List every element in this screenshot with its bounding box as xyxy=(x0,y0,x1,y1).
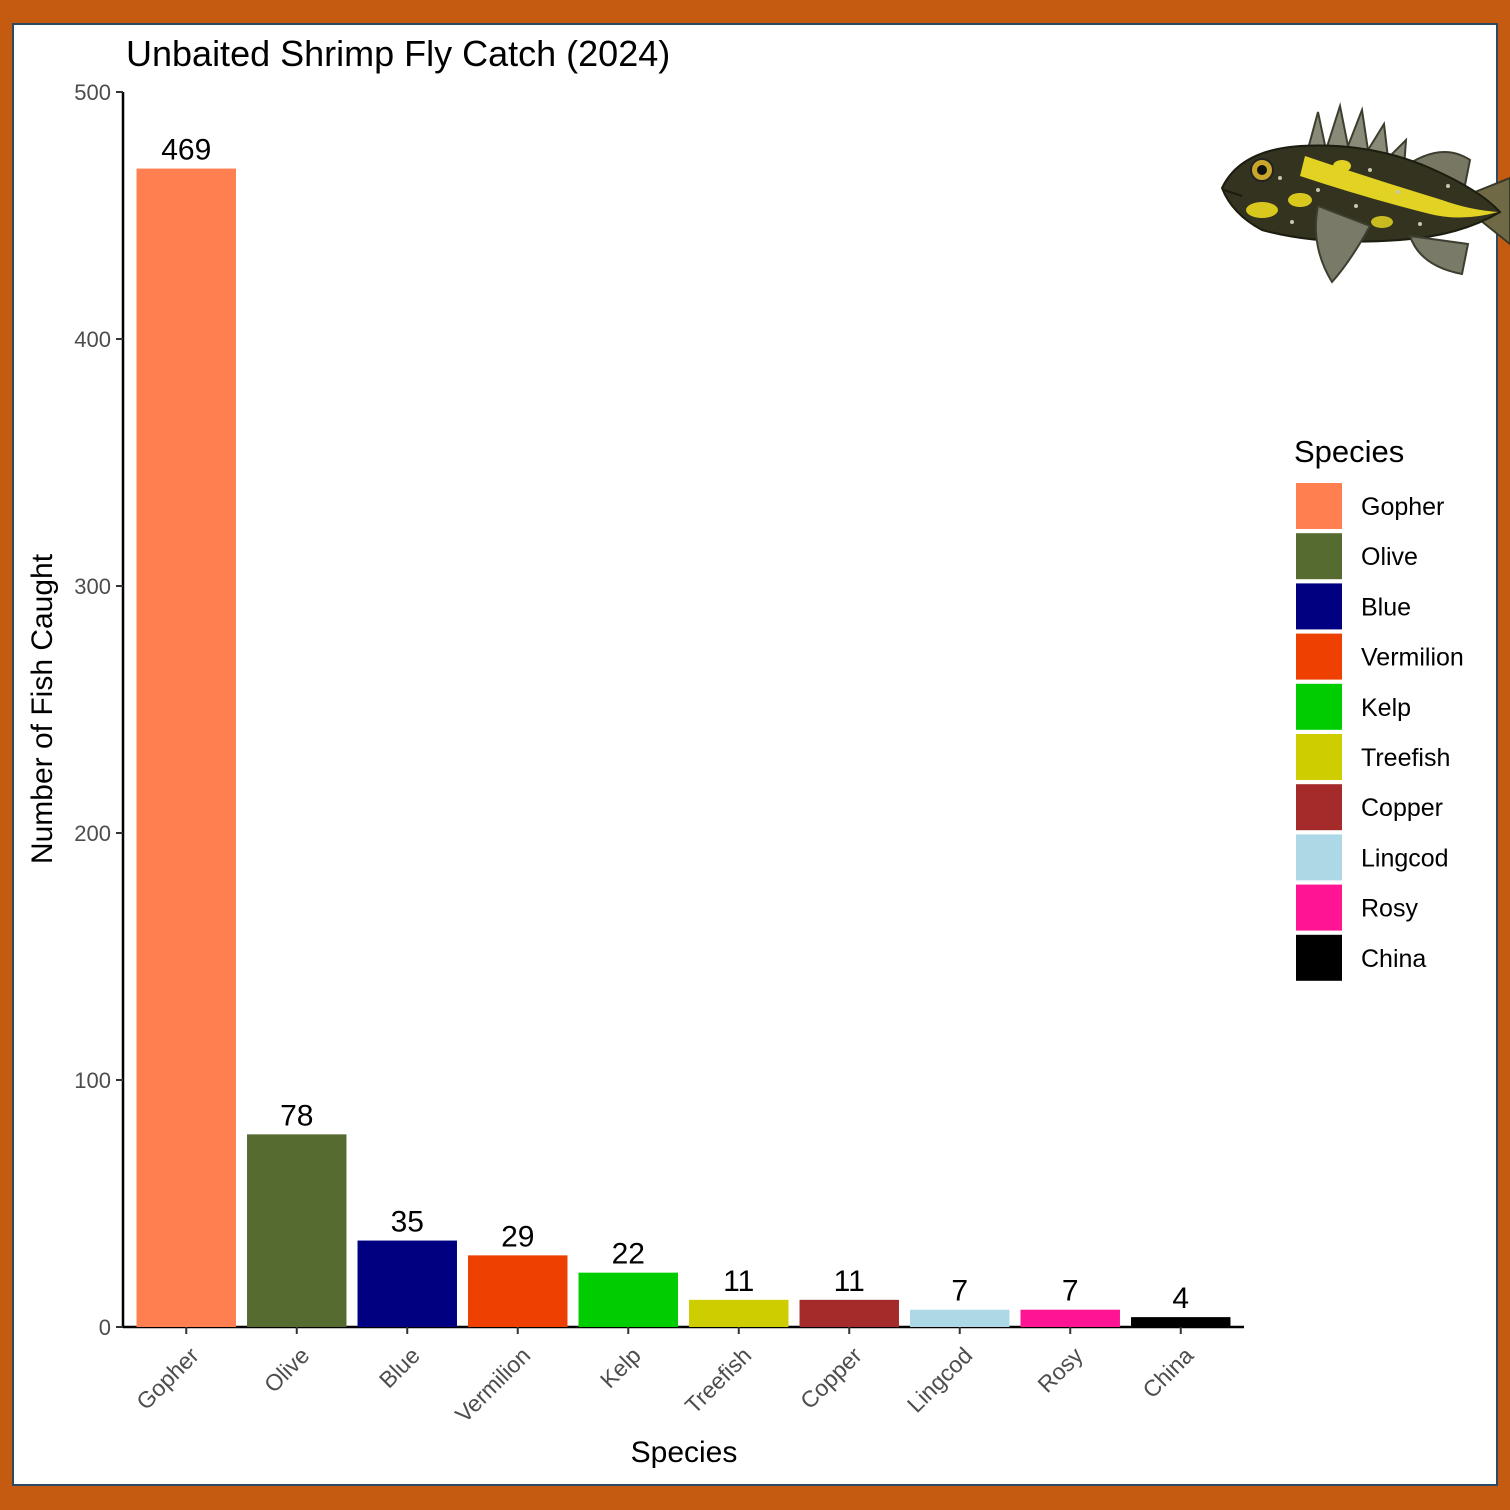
x-tick-label: Kelp xyxy=(595,1342,646,1393)
x-axis-title: Species xyxy=(631,1436,738,1469)
legend-key xyxy=(1296,934,1342,981)
data-label: 35 xyxy=(391,1206,424,1239)
y-tick-label: 300 xyxy=(74,574,111,599)
x-tick-label: China xyxy=(1137,1342,1198,1403)
legend-label: China xyxy=(1361,945,1426,973)
legend-key xyxy=(1296,683,1342,730)
legend-label: Vermilion xyxy=(1361,644,1464,672)
legend-label: Copper xyxy=(1361,794,1443,822)
chart-title: Unbaited Shrimp Fly Catch (2024) xyxy=(126,33,670,74)
legend-key xyxy=(1296,483,1342,529)
bar-blue xyxy=(357,1240,457,1327)
x-tick-label: Olive xyxy=(259,1342,314,1397)
x-tick-label: Blue xyxy=(374,1342,425,1393)
legend: Species Gopher Olive Blue Vermilion Kelp Tree… xyxy=(1294,434,1464,981)
x-tick-label: Rosy xyxy=(1032,1342,1088,1398)
y-tick-label: 0 xyxy=(99,1315,111,1340)
x-tick-label: Gopher xyxy=(131,1342,204,1415)
y-tick-label: 500 xyxy=(74,80,111,105)
legend-label: Rosy xyxy=(1361,895,1418,923)
data-label: 11 xyxy=(723,1265,754,1298)
legend-key xyxy=(1296,583,1342,630)
legend-title: Species xyxy=(1294,434,1404,469)
bar-rosy xyxy=(1020,1309,1120,1327)
bar-china xyxy=(1131,1317,1231,1327)
data-label: 4 xyxy=(1172,1282,1189,1315)
bar-kelp xyxy=(578,1272,678,1327)
data-label: 78 xyxy=(280,1099,313,1132)
bar-copper xyxy=(799,1299,899,1327)
legend-key xyxy=(1296,884,1342,931)
bar-olive xyxy=(247,1134,347,1327)
legend-key xyxy=(1296,734,1342,780)
y-axis: 0 100 200 300 400 500 xyxy=(74,80,125,1340)
y-axis-title: Number of Fish Caught xyxy=(26,553,59,864)
data-label: 22 xyxy=(612,1238,645,1271)
legend-key xyxy=(1296,834,1342,881)
rockfish-illustration xyxy=(1220,102,1510,284)
legend-key xyxy=(1296,784,1342,831)
legend-label: Kelp xyxy=(1361,694,1411,722)
y-tick-label: 400 xyxy=(74,327,111,352)
bar-lingcod xyxy=(910,1309,1010,1327)
data-label: 29 xyxy=(501,1220,534,1253)
bars: 469 78 35 29 22 11 11 7 7 4 xyxy=(136,134,1231,1327)
bar-gopher xyxy=(136,168,236,1327)
x-axis: Gopher Olive Blue Vermilion Kelp Treefish Copp… xyxy=(123,1325,1244,1427)
legend-key xyxy=(1296,533,1342,580)
legend-label: Gopher xyxy=(1361,493,1444,521)
legend-label: Lingcod xyxy=(1361,844,1449,872)
data-label: 11 xyxy=(834,1265,865,1298)
bar-treefish xyxy=(689,1299,789,1327)
data-label: 7 xyxy=(1062,1275,1079,1308)
legend-label: Blue xyxy=(1361,593,1411,621)
y-tick-label: 100 xyxy=(74,1068,111,1093)
legend-key xyxy=(1296,633,1342,680)
y-tick-label: 200 xyxy=(74,821,111,846)
x-tick-label: Vermilion xyxy=(450,1342,535,1427)
x-tick-label: Lingcod xyxy=(902,1342,977,1417)
bar-vermilion xyxy=(468,1255,568,1327)
x-tick-label: Treefish xyxy=(680,1342,757,1419)
data-label: 7 xyxy=(951,1275,968,1308)
data-label: 469 xyxy=(161,134,211,167)
x-tick-label: Copper xyxy=(795,1342,867,1414)
legend-label: Treefish xyxy=(1361,744,1450,772)
legend-label: Olive xyxy=(1361,543,1418,571)
